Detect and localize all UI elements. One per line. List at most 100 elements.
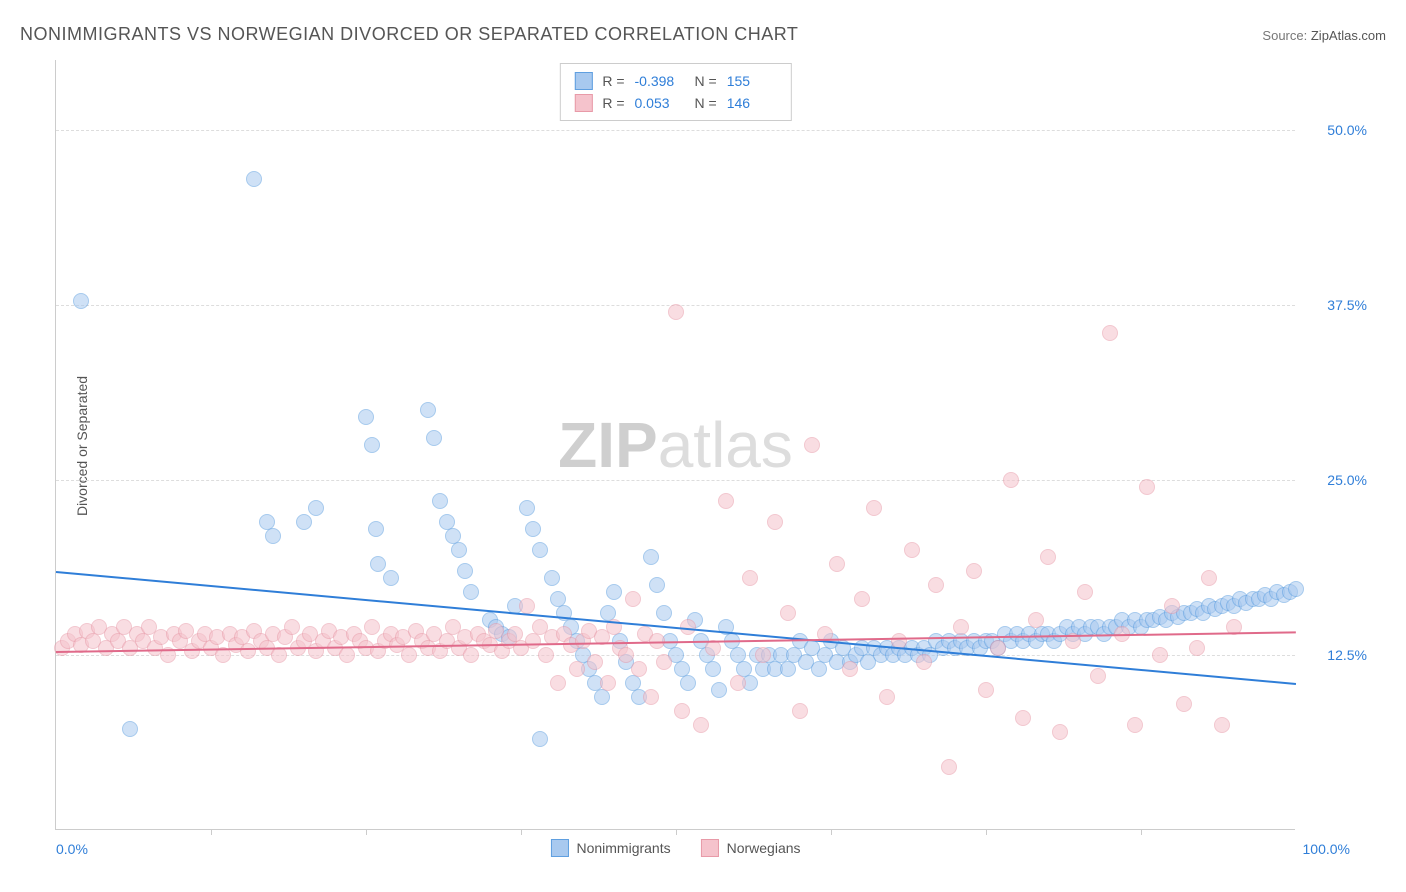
scatter-point bbox=[631, 661, 647, 677]
scatter-point bbox=[1077, 584, 1093, 600]
scatter-point bbox=[755, 647, 771, 663]
scatter-point bbox=[1288, 581, 1304, 597]
scatter-point bbox=[1152, 647, 1168, 663]
scatter-point bbox=[693, 717, 709, 733]
source-value: ZipAtlas.com bbox=[1311, 28, 1386, 43]
scatter-point bbox=[804, 437, 820, 453]
scatter-point bbox=[594, 689, 610, 705]
scatter-point bbox=[792, 703, 808, 719]
scatter-point bbox=[780, 661, 796, 677]
scatter-point bbox=[532, 542, 548, 558]
scatter-point bbox=[953, 619, 969, 635]
source-attribution: Source: ZipAtlas.com bbox=[1262, 28, 1386, 43]
r-value: -0.398 bbox=[635, 70, 685, 92]
scatter-point bbox=[780, 605, 796, 621]
scatter-point bbox=[569, 661, 585, 677]
scatter-point bbox=[368, 521, 384, 537]
scatter-point bbox=[308, 500, 324, 516]
scatter-point bbox=[649, 577, 665, 593]
scatter-point bbox=[519, 500, 535, 516]
r-value: 0.053 bbox=[635, 92, 685, 114]
scatter-point bbox=[656, 605, 672, 621]
scatter-point bbox=[600, 675, 616, 691]
scatter-point bbox=[525, 633, 541, 649]
series-legend: Nonimmigrants Norwegians bbox=[550, 839, 800, 857]
scatter-point bbox=[941, 759, 957, 775]
watermark-zip: ZIP bbox=[558, 409, 658, 481]
scatter-point bbox=[829, 556, 845, 572]
scatter-point bbox=[705, 640, 721, 656]
scatter-point bbox=[1090, 668, 1106, 684]
scatter-point bbox=[550, 675, 566, 691]
n-label: N = bbox=[695, 92, 717, 114]
x-tick-mark bbox=[676, 829, 677, 835]
x-tick-mark bbox=[831, 829, 832, 835]
scatter-point bbox=[284, 619, 300, 635]
x-tick-mark bbox=[521, 829, 522, 835]
scatter-point bbox=[1176, 696, 1192, 712]
scatter-point bbox=[271, 647, 287, 663]
scatter-point bbox=[358, 409, 374, 425]
scatter-point bbox=[742, 570, 758, 586]
scatter-point bbox=[364, 619, 380, 635]
watermark: ZIPatlas bbox=[558, 408, 793, 482]
scatter-point bbox=[1127, 717, 1143, 733]
scatter-point bbox=[296, 514, 312, 530]
scatter-point bbox=[1189, 640, 1205, 656]
scatter-point bbox=[525, 521, 541, 537]
scatter-point bbox=[519, 598, 535, 614]
scatter-point bbox=[339, 647, 355, 663]
scatter-point bbox=[643, 549, 659, 565]
scatter-point bbox=[990, 640, 1006, 656]
scatter-point bbox=[532, 731, 548, 747]
scatter-point bbox=[718, 493, 734, 509]
r-label: R = bbox=[602, 70, 624, 92]
scatter-point bbox=[587, 654, 603, 670]
n-label: N = bbox=[695, 70, 717, 92]
correlation-stats-box: R =-0.398N =155R =0.053N =146 bbox=[559, 63, 791, 121]
scatter-point bbox=[966, 563, 982, 579]
x-tick-mark bbox=[1141, 829, 1142, 835]
scatter-point bbox=[1052, 724, 1068, 740]
scatter-point bbox=[1015, 710, 1031, 726]
scatter-point bbox=[401, 647, 417, 663]
r-label: R = bbox=[602, 92, 624, 114]
scatter-point bbox=[1040, 549, 1056, 565]
stats-row: R =0.053N =146 bbox=[574, 92, 776, 114]
scatter-point bbox=[538, 647, 554, 663]
scatter-point bbox=[680, 675, 696, 691]
legend-item: Norwegians bbox=[701, 839, 801, 857]
grid-line bbox=[56, 480, 1295, 481]
y-tick-label: 25.0% bbox=[1327, 472, 1367, 488]
scatter-point bbox=[978, 682, 994, 698]
x-tick-mark bbox=[366, 829, 367, 835]
scatter-point bbox=[463, 647, 479, 663]
scatter-point bbox=[432, 493, 448, 509]
scatter-point bbox=[426, 430, 442, 446]
scatter-point bbox=[916, 654, 932, 670]
source-label: Source: bbox=[1262, 28, 1307, 43]
y-tick-label: 37.5% bbox=[1327, 297, 1367, 313]
scatter-point bbox=[643, 689, 659, 705]
scatter-point bbox=[866, 500, 882, 516]
scatter-point bbox=[451, 542, 467, 558]
scatter-point bbox=[1102, 325, 1118, 341]
n-value: 155 bbox=[727, 70, 777, 92]
scatter-point bbox=[1201, 570, 1217, 586]
scatter-point bbox=[618, 647, 634, 663]
x-axis-max-label: 100.0% bbox=[1303, 841, 1350, 857]
scatter-point bbox=[463, 584, 479, 600]
legend-swatch bbox=[550, 839, 568, 857]
scatter-point bbox=[854, 591, 870, 607]
scatter-point bbox=[383, 570, 399, 586]
scatter-point bbox=[606, 584, 622, 600]
legend-label: Norwegians bbox=[727, 840, 801, 856]
scatter-point bbox=[370, 556, 386, 572]
legend-label: Nonimmigrants bbox=[576, 840, 670, 856]
scatter-point bbox=[711, 682, 727, 698]
scatter-point bbox=[705, 661, 721, 677]
watermark-atlas: atlas bbox=[658, 409, 793, 481]
scatter-point bbox=[122, 721, 138, 737]
scatter-point bbox=[73, 293, 89, 309]
x-tick-mark bbox=[986, 829, 987, 835]
